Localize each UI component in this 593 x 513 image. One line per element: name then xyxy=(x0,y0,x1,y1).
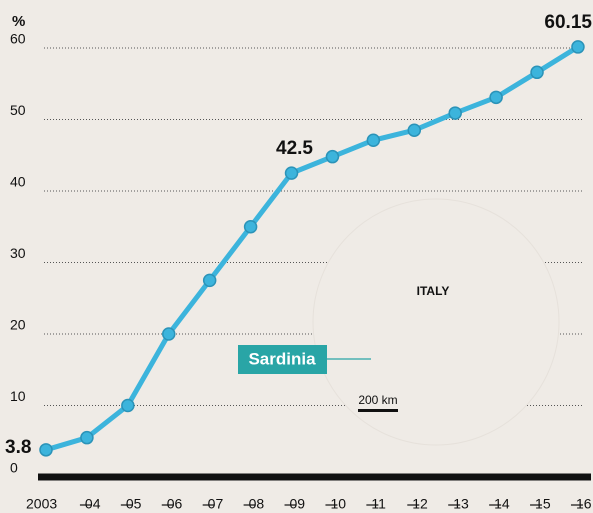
map-scale-bar xyxy=(358,409,398,412)
x-tick-label: 11 xyxy=(371,496,386,512)
data-point xyxy=(39,443,53,457)
y-tick-label: 50 xyxy=(10,102,26,118)
map-outline xyxy=(312,198,560,446)
y-tick-label: 30 xyxy=(10,245,26,261)
data-point xyxy=(121,398,135,413)
data-point xyxy=(448,106,462,120)
legend-box xyxy=(238,345,327,374)
data-point xyxy=(366,133,381,147)
x-tick-label: 08 xyxy=(249,496,265,512)
x-tick-label: 09 xyxy=(290,496,306,512)
series-line xyxy=(45,44,580,453)
data-point xyxy=(530,65,544,80)
x-tick-label: 2003 xyxy=(26,496,57,512)
x-tick-label: 16 xyxy=(576,496,592,512)
x-tick-label: 12 xyxy=(412,496,428,512)
x-tick-label: 13 xyxy=(453,496,469,512)
x-tick-label: 06 xyxy=(167,496,183,512)
x-tick-label: 04 xyxy=(85,496,101,512)
x-tick-label: 07 xyxy=(208,496,224,512)
map-country-label: ITALY xyxy=(417,284,450,298)
data-point xyxy=(325,149,340,164)
data-point xyxy=(489,90,503,105)
data-point xyxy=(284,166,299,180)
value-label: 42.5 xyxy=(276,138,313,159)
data-point xyxy=(571,40,585,54)
x-tick-label: 10 xyxy=(330,496,346,512)
y-tick-label: 40 xyxy=(10,174,26,190)
x-tick-label: 14 xyxy=(494,496,510,512)
y-tick-label: 0 xyxy=(10,460,18,476)
data-point xyxy=(407,123,422,137)
x-tick-label: 15 xyxy=(535,496,551,512)
data-point xyxy=(162,327,176,341)
y-axis-label: % xyxy=(12,13,25,30)
map-scale-label: 200 km xyxy=(358,393,397,407)
value-label: 3.8 xyxy=(5,437,31,458)
legend-label: Sardinia xyxy=(248,349,316,368)
y-tick-label: 10 xyxy=(10,388,26,404)
data-point xyxy=(243,220,258,234)
y-tick-label: 60 xyxy=(10,31,26,47)
x-tick-label: 05 xyxy=(126,496,142,512)
y-tick-label: 20 xyxy=(10,317,26,333)
value-label: 60.15 xyxy=(544,12,592,33)
data-point xyxy=(80,430,94,445)
data-point xyxy=(202,273,217,288)
